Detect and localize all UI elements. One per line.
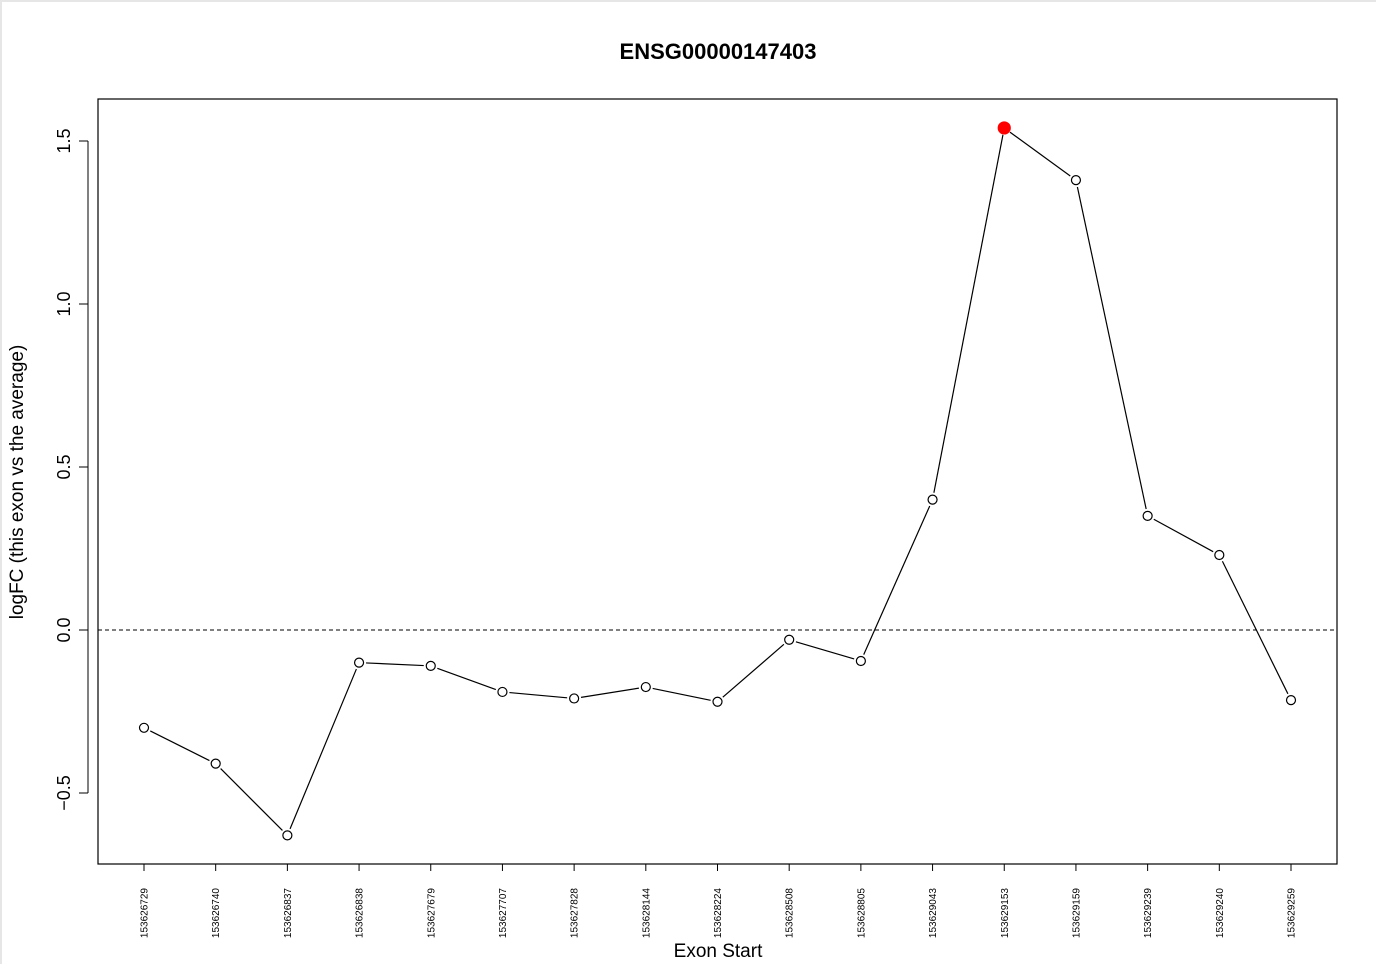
series-segment <box>580 687 639 698</box>
series-group <box>149 131 1289 831</box>
series-segment <box>1009 131 1071 177</box>
x-tick-label: 153628805 <box>856 888 867 938</box>
series-segment <box>795 641 855 660</box>
series-segment <box>366 662 424 667</box>
series-segment <box>1076 186 1147 510</box>
x-tick-label: 153626740 <box>211 888 222 938</box>
series-segment <box>1221 561 1289 695</box>
data-point <box>640 681 651 693</box>
y-tick-label: −0.5 <box>54 775 74 811</box>
x-tick-label: 153629240 <box>1215 888 1226 938</box>
highlighted-data-point <box>997 121 1011 135</box>
x-tick-label: 153628144 <box>641 888 652 938</box>
x-tick-label: 153626838 <box>355 888 366 938</box>
y-tick-label: 1.0 <box>54 291 74 316</box>
x-tick-label: 153627828 <box>570 888 581 938</box>
series-segment <box>652 687 711 701</box>
data-point <box>784 634 795 645</box>
x-tick-label: 153629239 <box>1143 888 1154 938</box>
x-tick-label: 153629159 <box>1071 888 1082 938</box>
data-point <box>353 657 365 668</box>
plot-area-border <box>97 98 1338 865</box>
x-tick-label: 153628224 <box>713 888 724 938</box>
x-axis: 153626729 153626740 153626837 153626838 1536… <box>140 864 1298 938</box>
data-point <box>497 686 508 698</box>
data-point <box>425 660 436 671</box>
y-tick-label: 1.5 <box>54 128 74 153</box>
data-point <box>282 830 293 841</box>
x-tick-label: 153626729 <box>140 888 151 938</box>
series-segment <box>863 505 931 655</box>
y-tick-label: 0.5 <box>54 454 74 479</box>
x-tick-label: 153629153 <box>1000 888 1011 938</box>
y-tick-label: 0.0 <box>54 617 74 642</box>
data-point <box>927 494 938 505</box>
series-segment <box>933 134 1004 493</box>
data-point <box>210 758 221 769</box>
series-segment <box>437 667 497 691</box>
y-axis: −0.5 0.0 0.5 1.0 1.5 <box>54 128 89 811</box>
data-point <box>1285 694 1297 706</box>
series-segment <box>509 691 568 699</box>
x-tick-label: 153626837 <box>283 888 294 938</box>
x-tick-label: 153628508 <box>785 888 796 938</box>
data-point <box>855 655 866 667</box>
x-tick-label: 153627679 <box>426 888 437 938</box>
data-point <box>1142 510 1153 522</box>
data-point <box>138 722 150 733</box>
data-point <box>712 696 723 707</box>
data-point <box>569 693 580 704</box>
chart-title: ENSG00000147403 <box>620 39 817 64</box>
series-segment <box>220 768 283 831</box>
x-tick-label: 153629259 <box>1287 888 1298 938</box>
data-point <box>1070 175 1082 186</box>
data-point <box>1214 549 1225 561</box>
series-segment <box>722 643 785 698</box>
x-axis-label: Exon Start <box>674 941 763 962</box>
series-segment <box>1153 518 1214 553</box>
x-tick-label: 153629043 <box>928 888 939 938</box>
x-tick-label: 153627707 <box>498 888 509 938</box>
points-group <box>138 121 1297 841</box>
series-segment <box>149 730 210 762</box>
series-segment <box>289 668 357 830</box>
y-axis-label: logFC (this exon vs the average) <box>7 345 28 620</box>
